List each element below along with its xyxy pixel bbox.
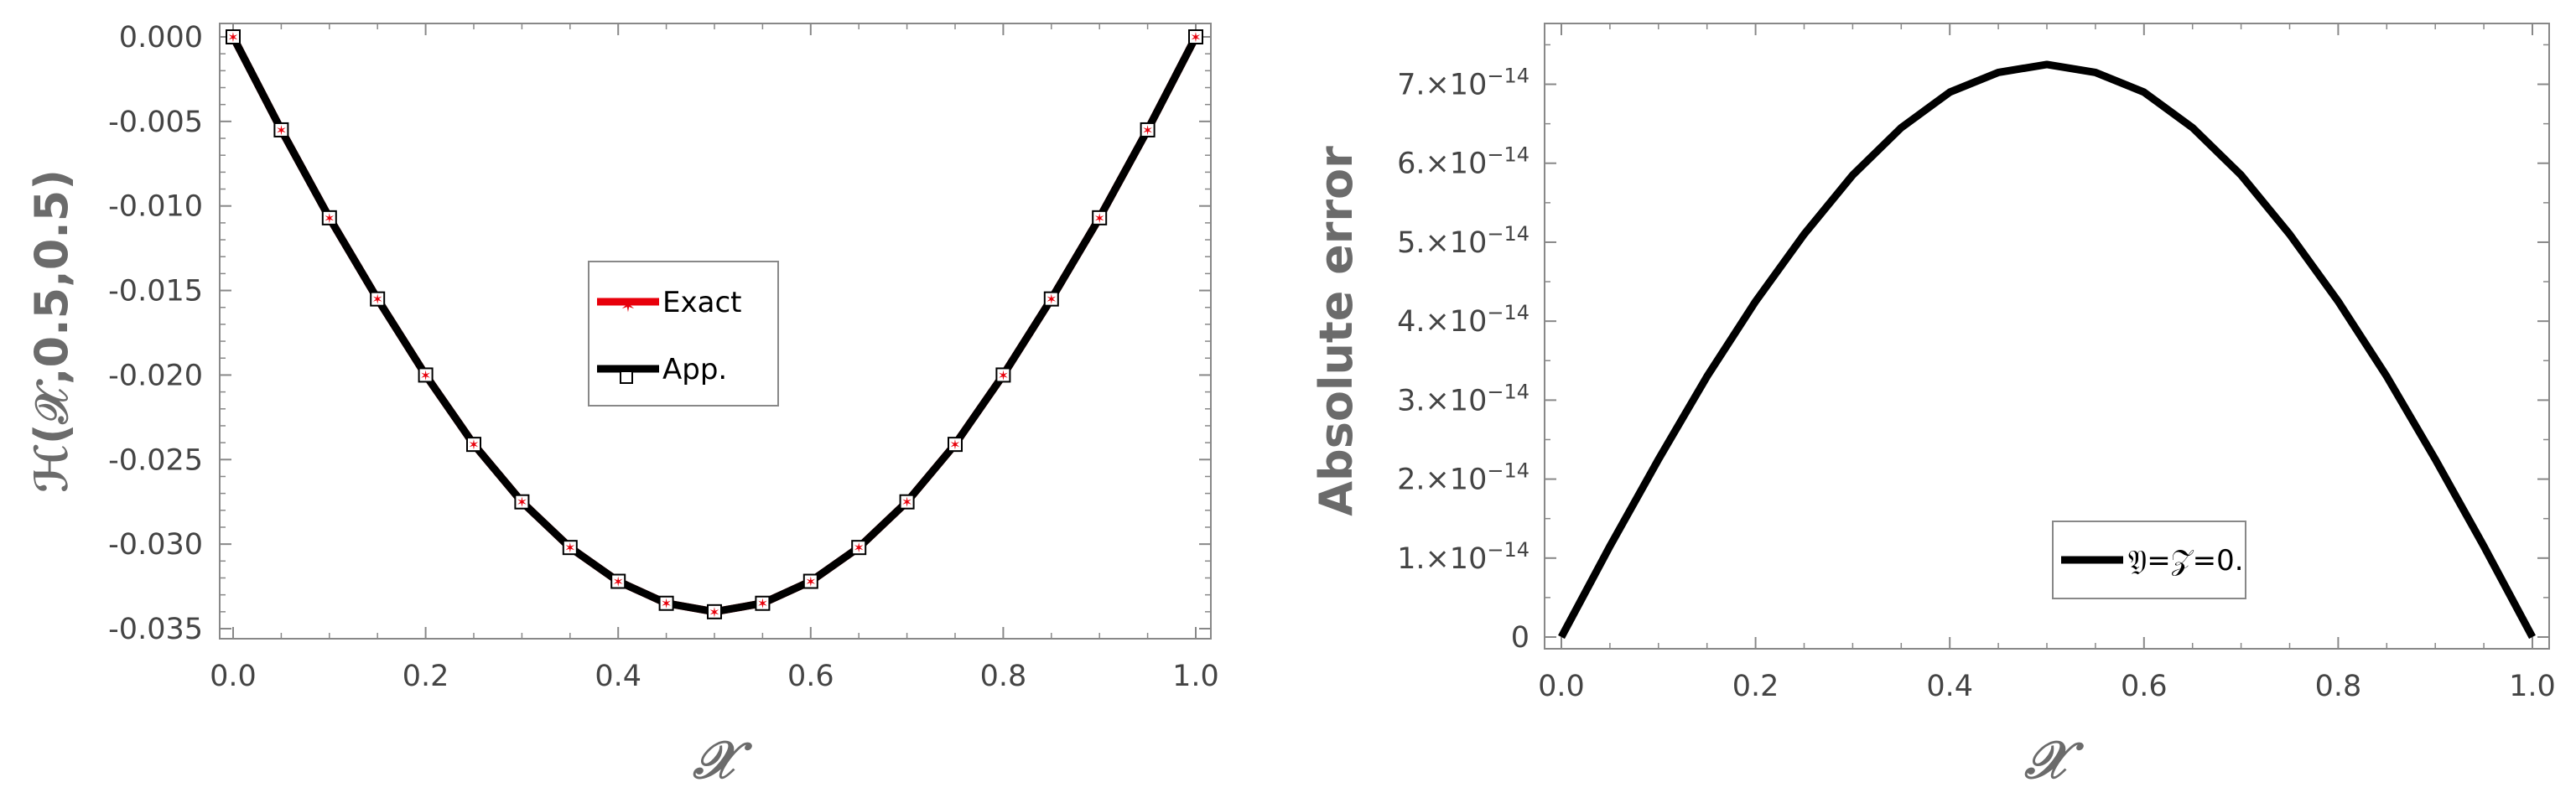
plot-left-y-tick-label: -0.035 (108, 613, 203, 646)
series-exact-point: ✶ (1142, 122, 1153, 138)
series-exact-point: ✶ (468, 437, 479, 453)
plot-right-x-tick-label: 0.8 (2315, 670, 2362, 703)
series-app-point (370, 291, 386, 307)
legend-yz-label: 𝔜=𝒵=0. (2128, 544, 2244, 578)
plot-left-y-axis-title: ℋ(𝒳,0.5,0.5) (25, 169, 78, 493)
series-exact-point: ✶ (1046, 292, 1057, 308)
plot-right-y-tick-label: 7.×10−14 (1397, 65, 1530, 102)
plot-left-y-tick-label: -0.010 (108, 190, 203, 224)
series-app-point (851, 540, 867, 556)
series-exact-point: ✶ (1093, 210, 1104, 226)
series-app-point (514, 494, 530, 510)
series-exact-point: ✶ (420, 367, 431, 383)
plot-left-y-tick-label: 0.000 (119, 21, 203, 54)
legend-app-marker (620, 370, 633, 384)
plot-right-y-tick-label: 4.×10−14 (1397, 301, 1530, 339)
legend-exact-label: Exact (662, 286, 741, 319)
series-exact-point: ✶ (805, 574, 816, 590)
legend-app-label: App. (662, 353, 727, 386)
series-app-point (562, 540, 578, 556)
series-app-point (1188, 29, 1203, 44)
series-exact-point: ✶ (901, 495, 912, 510)
plot-right-x-tick-label: 0.4 (1926, 670, 1973, 703)
series-absolute-error-line (1558, 60, 2536, 640)
series-app-point (418, 367, 434, 383)
series-app-point (226, 29, 241, 44)
plot-right-y-axis-title: Absolute error (1310, 146, 1363, 516)
series-exact-point: ✶ (371, 292, 382, 308)
plot-right-legend: 𝔜=𝒵=0. (2052, 521, 2246, 599)
series-exact-point: ✶ (564, 540, 575, 556)
series-app-point (707, 604, 722, 619)
plot-right-frame (1544, 23, 2550, 650)
plot-right-x-tick-label: 0.2 (1732, 670, 1779, 703)
series-exact-point: ✶ (276, 122, 287, 138)
plot-left-x-tick-label: 0.4 (595, 660, 641, 693)
plot-right-y-tick-label: 0 (1511, 621, 1530, 655)
plot-right-x-tick-label: 0.0 (1538, 670, 1585, 703)
series-exact-point: ✶ (853, 540, 864, 556)
plot-left: 0.0 0.2 0.4 0.6 0.8 1.0 0.000 -0.005 -0.010 -0.0… (25, 21, 1219, 790)
plot-left-x-tick-label: 1.0 (1172, 660, 1219, 693)
plot-left-x-tick-label: 0.0 (210, 660, 257, 693)
series-exact-point: ✶ (757, 596, 768, 612)
series-app-point (802, 573, 818, 589)
series-exact-point: ✶ (227, 29, 238, 45)
series-app-point (1092, 210, 1108, 225)
plot-right-x-tick-label: 0.6 (2121, 670, 2168, 703)
plot-right-y-tick-label: 2.×10−14 (1397, 459, 1530, 497)
series-app-point (658, 595, 674, 611)
plot-right-x-axis-title: 𝒳 (2023, 729, 2084, 790)
plot-right-y-tick-label: 1.×10−14 (1397, 538, 1530, 576)
series-exact-point: ✶ (709, 604, 719, 620)
plot-left-y-tick-label: -0.015 (108, 275, 203, 308)
series-exact-point: ✶ (517, 495, 527, 510)
series-app-point (321, 210, 337, 225)
series-exact-point: ✶ (661, 596, 672, 612)
plot-right-y-tick-label: 6.×10−14 (1397, 143, 1530, 181)
series-app-point (1140, 122, 1156, 137)
plot-left-y-tick-label: -0.020 (108, 359, 203, 392)
series-app-point (466, 437, 481, 453)
series-app-point (610, 573, 626, 589)
legend-exact-marker: ✶ (621, 296, 636, 317)
series-app-point (755, 595, 771, 611)
series-exact-point: ✶ (612, 574, 623, 590)
plot-right-y-tick-label: 5.×10−14 (1397, 222, 1530, 260)
series-exact-point: ✶ (324, 210, 335, 226)
series-app-point (273, 122, 289, 137)
plot-left-x-tick-label: 0.6 (787, 660, 834, 693)
series-app-point (899, 494, 915, 510)
plot-right-y-tick-label: 3.×10−14 (1397, 380, 1530, 417)
plot-left-y-tick-label: -0.025 (108, 443, 203, 477)
series-app-point (1043, 291, 1059, 307)
plot-right: 0.0 0.2 0.4 0.6 0.8 1.0 0 1.×10−14 2.×10−14 3.×1… (1310, 23, 2556, 790)
plot-left-legend: ✶ Exact App. (588, 261, 779, 407)
series-app-point (948, 437, 963, 453)
series-exact-point: ✶ (949, 437, 960, 453)
plot-left-frame (219, 23, 1212, 640)
plot-left-x-tick-label: 0.2 (402, 660, 449, 693)
plot-right-x-tick-label: 1.0 (2509, 670, 2556, 703)
series-app-point (995, 367, 1011, 383)
series-exact-point: ✶ (1190, 29, 1201, 45)
plot-left-x-axis-title: 𝒳 (692, 729, 752, 790)
plot-left-y-tick-label: -0.005 (108, 106, 203, 139)
plot-left-x-tick-label: 0.8 (980, 660, 1027, 693)
plot-left-y-tick-label: -0.030 (108, 528, 203, 562)
series-exact-point: ✶ (998, 367, 1009, 383)
